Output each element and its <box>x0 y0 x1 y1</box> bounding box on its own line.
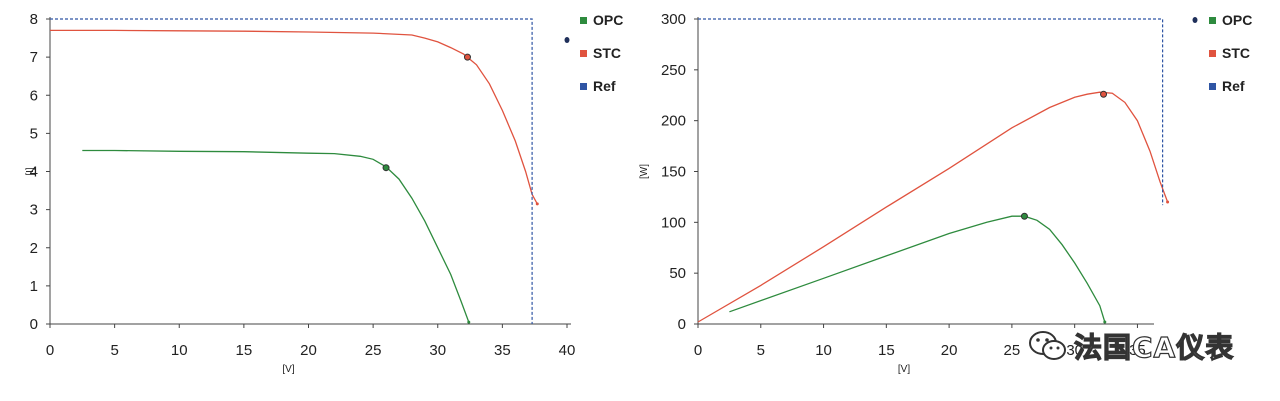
y-tick-label: 6 <box>30 87 38 104</box>
series-line-stc <box>697 91 1169 323</box>
series-end-opc <box>1103 320 1107 324</box>
legend-swatch-ref <box>1209 83 1216 90</box>
y-tick-label: 200 <box>661 113 686 130</box>
legend-label-stc: STC <box>593 45 621 61</box>
series-end-stc <box>535 202 539 206</box>
x-tick-label: 0 <box>46 342 54 359</box>
y-tick-label: 0 <box>678 316 686 333</box>
x-tick-label: 25 <box>365 342 382 359</box>
legend-point-marker <box>1192 17 1198 23</box>
x-tick-label: 5 <box>757 342 765 359</box>
x-axis-label: [V] <box>282 364 294 375</box>
watermark-text: 法国CA仪表 <box>1073 330 1235 364</box>
legend-label-ref: Ref <box>593 78 616 94</box>
x-axis-label: [V] <box>898 364 910 375</box>
x-tick-label: 0 <box>694 342 702 359</box>
y-axis-label: [W] <box>639 164 650 179</box>
pv-chart: 0 5 10 15 20 25 30 35 0 50 100 150 200 250 300 [V] [W] OP… <box>639 11 1252 375</box>
legend-swatch-stc <box>580 50 587 57</box>
series-end-opc <box>467 320 471 324</box>
y-tick-label: 150 <box>661 164 686 181</box>
y-tick-label: 8 <box>30 11 38 28</box>
watermark: 法国CA仪表 <box>1028 326 1234 366</box>
series-marker-stc <box>1100 90 1108 98</box>
series-marker-opc <box>1020 212 1028 220</box>
x-tick-label: 30 <box>1066 342 1083 359</box>
series-marker-stc <box>463 53 471 61</box>
y-tick-label: 300 <box>661 11 686 28</box>
y-tick-label: 50 <box>669 265 686 282</box>
legend-label-stc: STC <box>1222 45 1250 61</box>
legend-swatch-opc <box>1209 17 1216 24</box>
wechat-icon <box>1029 331 1066 360</box>
legend-swatch-opc <box>580 17 587 24</box>
x-tick-label: 25 <box>1004 342 1021 359</box>
y-tick-label: 2 <box>30 240 38 257</box>
x-tick-label: 35 <box>1129 342 1146 359</box>
legend-point-marker <box>564 37 570 43</box>
x-tick-label: 20 <box>941 342 958 359</box>
series-line-opc <box>82 149 470 323</box>
series-end-stc <box>1166 200 1170 204</box>
x-tick-label: 30 <box>429 342 446 359</box>
series-line-stc <box>50 29 538 205</box>
legend-swatch-ref <box>580 83 587 90</box>
y-axis-label: [I] <box>25 167 36 176</box>
y-tick-label: 0 <box>30 316 38 333</box>
x-tick-label: 10 <box>171 342 188 359</box>
iv-chart: 0 5 10 15 20 25 30 35 40 0 1 2 3 4 5 6 7 8 [V] [I] OPC STC Ref <box>25 11 623 375</box>
legend-label-opc: OPC <box>593 12 623 28</box>
y-tick-label: 1 <box>30 278 38 295</box>
x-tick-label: 10 <box>815 342 832 359</box>
legend-label-ref: Ref <box>1222 78 1245 94</box>
y-tick-label: 250 <box>661 62 686 79</box>
x-tick-label: 15 <box>878 342 895 359</box>
y-tick-label: 100 <box>661 214 686 231</box>
x-tick-label: 40 <box>559 342 576 359</box>
x-tick-label: 35 <box>494 342 511 359</box>
y-tick-label: 4 <box>30 164 38 181</box>
series-line-ref <box>50 18 533 324</box>
x-tick-label: 15 <box>236 342 253 359</box>
x-tick-label: 5 <box>110 342 118 359</box>
legend-swatch-stc <box>1209 50 1216 57</box>
series-line-opc <box>729 215 1106 323</box>
series-marker-opc <box>382 164 390 172</box>
y-tick-label: 7 <box>30 49 38 66</box>
y-tick-label: 5 <box>30 125 38 142</box>
y-tick-label: 3 <box>30 202 38 219</box>
x-tick-label: 20 <box>300 342 317 359</box>
series-line-ref <box>698 18 1164 206</box>
legend-label-opc: OPC <box>1222 12 1252 28</box>
